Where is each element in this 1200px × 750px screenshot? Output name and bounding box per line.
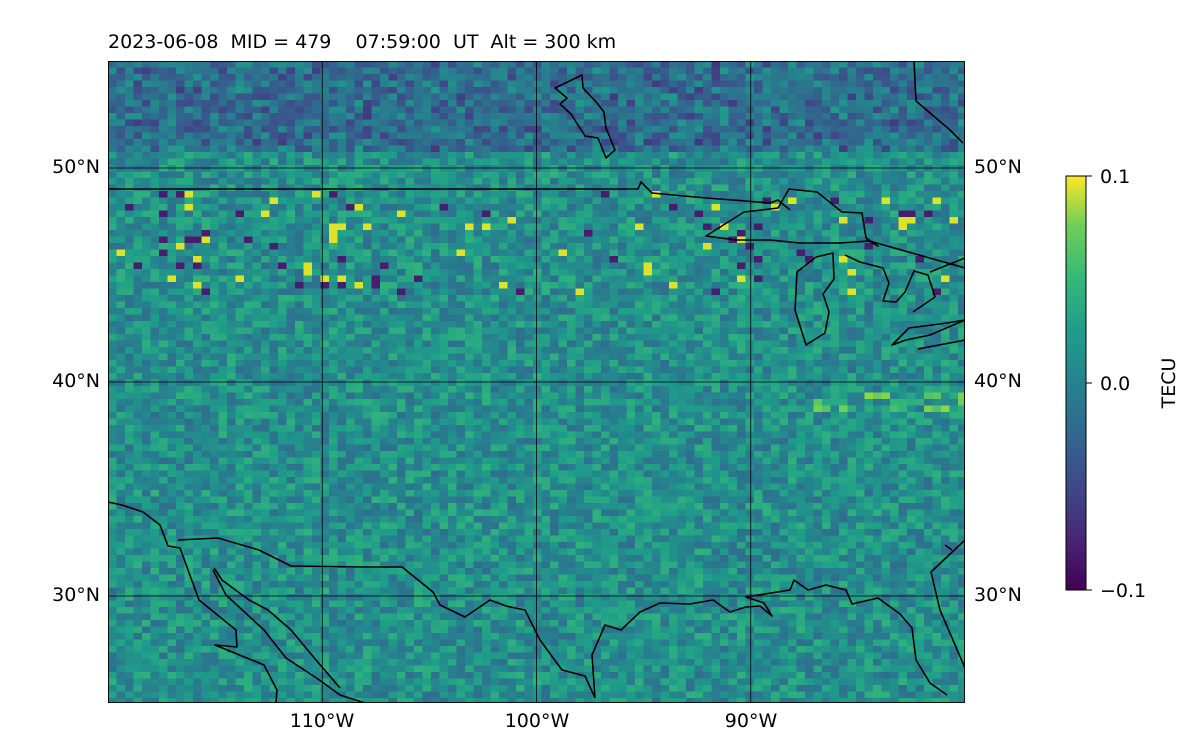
lon-label-100w: 100°W — [505, 710, 570, 732]
lat-label-40n-right: 40°N — [974, 370, 1022, 392]
lat-label-40n-left: 40°N — [52, 370, 100, 392]
colorbar-gradient — [1065, 175, 1087, 591]
lat-labels-left: 50°N 40°N 30°N — [52, 156, 100, 606]
sonora-coast — [213, 567, 341, 689]
us-canada-border — [108, 181, 791, 211]
colorbar: 0.1 0.0 −0.1 TECU — [1065, 166, 1180, 602]
colorbar-tick-label-min: −0.1 — [1100, 580, 1146, 602]
lake-michigan — [794, 252, 835, 346]
lake-huron — [844, 254, 936, 313]
coastlines-and-borders — [108, 61, 965, 703]
mexico-mainland-coast — [212, 569, 366, 703]
colorbar-label: TECU — [1158, 358, 1180, 410]
lon-labels: 110°W 100°W 90°W — [290, 710, 778, 732]
hudson-bay-coast — [554, 74, 616, 159]
baja-california-coast — [108, 501, 278, 703]
lon-label-90w: 90°W — [725, 710, 778, 732]
lon-label-110w: 110°W — [290, 710, 355, 732]
map-panel — [108, 61, 965, 703]
great-lakes-border — [865, 239, 965, 273]
lat-labels-right: 50°N 40°N 30°N — [974, 156, 1022, 606]
northeast-coast — [913, 61, 964, 144]
us-mexico-border — [177, 537, 596, 699]
lat-label-30n-right: 30°N — [974, 584, 1022, 606]
map-title: 2023-06-08 MID = 479 07:59:00 UT Alt = 3… — [108, 31, 616, 53]
gulf-of-mexico-coast — [591, 579, 948, 699]
tec-field-cells — [108, 61, 965, 703]
lat-label-50n-left: 50°N — [52, 156, 100, 178]
map-gridlines — [108, 61, 965, 703]
colorbar-tick-label-max: 0.1 — [1100, 166, 1130, 188]
lat-label-30n-left: 30°N — [52, 584, 100, 606]
florida-coast — [930, 539, 965, 669]
lat-label-50n-right: 50°N — [974, 156, 1022, 178]
lake-superior — [705, 188, 879, 247]
colorbar-tick-label-zero: 0.0 — [1100, 373, 1130, 395]
atlantic-coast-stub — [944, 544, 953, 551]
lake-erie — [891, 319, 965, 346]
lake-ontario — [917, 339, 965, 350]
